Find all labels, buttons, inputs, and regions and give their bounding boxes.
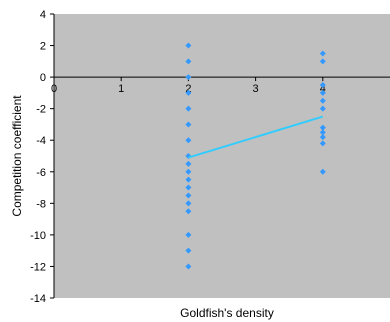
- y-tick-label: -12: [30, 261, 46, 273]
- data-point: [185, 176, 192, 183]
- y-tick-label: -10: [30, 230, 46, 242]
- data-point: [319, 105, 326, 112]
- data-point: [185, 105, 192, 112]
- y-tick-label: 0: [40, 72, 46, 84]
- mean-line: [188, 115, 324, 159]
- data-point: [185, 74, 192, 81]
- data-point: [319, 124, 326, 131]
- x-axis-title: Goldfish's density: [180, 306, 274, 320]
- data-points: [185, 42, 326, 270]
- data-point: [185, 208, 192, 215]
- mean-line-segment: [188, 115, 324, 159]
- x-tick-label: 1: [118, 83, 124, 95]
- y-tick-label: -6: [36, 167, 46, 179]
- y-tick-label: -2: [36, 104, 46, 116]
- data-point: [319, 50, 326, 57]
- data-point: [185, 247, 192, 254]
- data-point: [319, 129, 326, 136]
- y-tick-label: -4: [36, 135, 46, 147]
- data-point: [319, 168, 326, 175]
- data-point: [185, 160, 192, 167]
- data-point: [319, 89, 326, 96]
- data-point: [185, 42, 192, 49]
- data-point: [185, 89, 192, 96]
- data-point: [319, 58, 326, 65]
- data-point: [185, 137, 192, 144]
- data-point: [185, 231, 192, 238]
- data-point: [319, 82, 326, 88]
- data-point: [185, 58, 192, 65]
- data-point: [185, 168, 192, 175]
- x-tick-label: 4: [320, 83, 326, 95]
- data-point: [319, 134, 326, 141]
- data-point: [185, 184, 192, 191]
- y-axis-title: Competition coefficient: [10, 95, 24, 217]
- data-point: [319, 140, 326, 147]
- y-axis: 4 2 0 -2 -4 -6 -8 -10 -12 -14: [30, 9, 55, 305]
- x-tick-label: 0: [51, 83, 57, 95]
- data-point: [185, 192, 192, 199]
- y-tick-label: -8: [36, 198, 46, 210]
- data-point: [185, 121, 192, 128]
- x-tick-label: 2: [185, 83, 191, 95]
- plot-area: [54, 14, 390, 298]
- x-axis: 0 1 2 3 4: [51, 76, 390, 95]
- y-tick-label: 4: [40, 9, 46, 21]
- y-tick-label: -14: [30, 293, 46, 305]
- data-point: [185, 263, 192, 270]
- x-tick-label: 3: [253, 83, 259, 95]
- y-tick-label: 2: [40, 41, 46, 53]
- data-point: [185, 200, 192, 207]
- data-point: [319, 97, 326, 104]
